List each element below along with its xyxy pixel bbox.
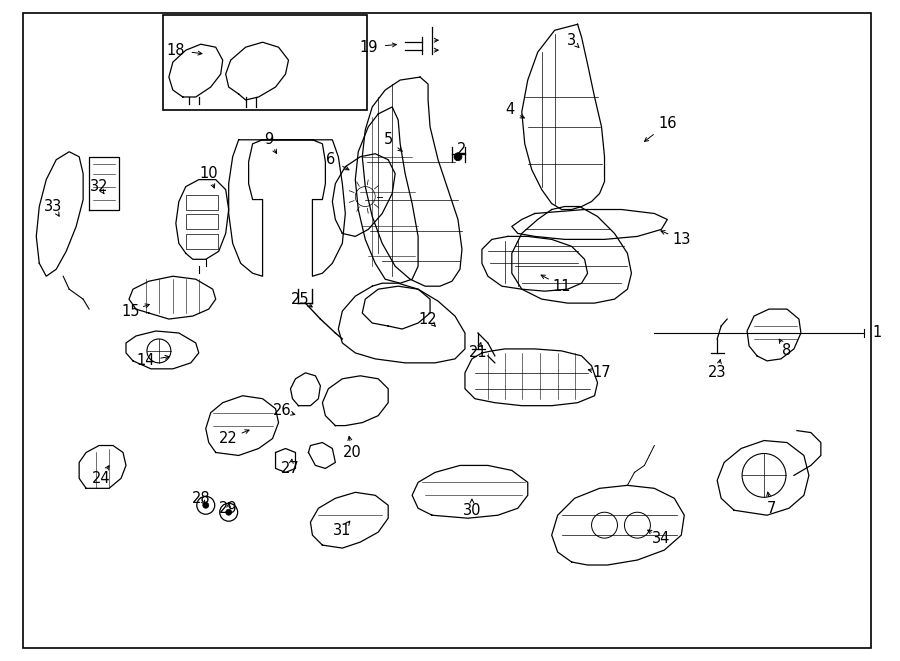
Text: 12: 12 (418, 311, 437, 327)
Text: 23: 23 (708, 366, 726, 380)
Text: 6: 6 (326, 152, 335, 167)
Text: 16: 16 (658, 116, 677, 132)
Text: 11: 11 (553, 279, 571, 293)
Text: 24: 24 (92, 471, 111, 486)
Bar (185, 214, 218, 229)
Text: 4: 4 (505, 102, 515, 118)
Text: 34: 34 (652, 531, 670, 545)
Text: 7: 7 (766, 501, 776, 516)
Circle shape (202, 502, 209, 508)
Text: 14: 14 (137, 354, 155, 368)
Text: 29: 29 (220, 501, 238, 516)
Circle shape (226, 509, 231, 515)
Bar (163, 15, 367, 110)
Text: 18: 18 (166, 43, 185, 58)
Text: 32: 32 (90, 179, 108, 194)
Text: 33: 33 (44, 199, 62, 214)
Text: 9: 9 (264, 132, 274, 147)
Text: 19: 19 (359, 40, 377, 55)
Text: 27: 27 (281, 461, 300, 476)
Text: 28: 28 (192, 490, 210, 506)
Bar (185, 194, 218, 210)
Text: 22: 22 (220, 431, 238, 446)
Text: 13: 13 (672, 232, 690, 247)
Text: 2: 2 (457, 142, 467, 157)
Circle shape (454, 153, 462, 161)
Bar (185, 235, 218, 249)
Text: 17: 17 (592, 366, 611, 380)
Text: 10: 10 (200, 166, 218, 181)
Text: 15: 15 (122, 303, 140, 319)
Text: 8: 8 (782, 344, 792, 358)
Text: 3: 3 (567, 33, 576, 48)
Text: 1: 1 (872, 325, 881, 340)
Text: 26: 26 (274, 403, 292, 418)
Text: 30: 30 (463, 503, 482, 518)
Text: 20: 20 (343, 445, 362, 460)
Text: 31: 31 (333, 523, 352, 537)
Text: 21: 21 (469, 346, 487, 360)
Text: 5: 5 (383, 132, 392, 147)
Text: 25: 25 (292, 292, 310, 307)
